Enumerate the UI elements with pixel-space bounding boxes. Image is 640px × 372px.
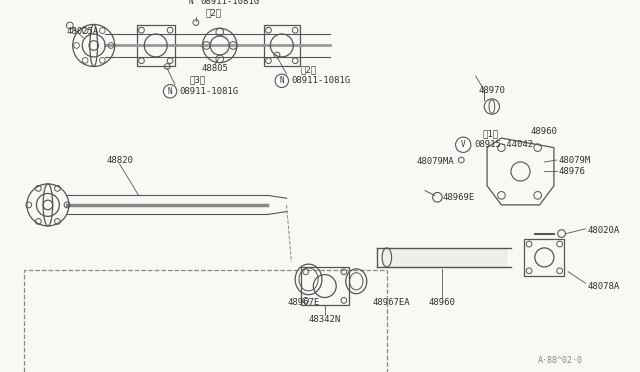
Bar <box>301 267 349 305</box>
Text: 48079MA: 48079MA <box>416 157 454 166</box>
Text: 08911-1081G: 08911-1081G <box>291 76 351 85</box>
Bar <box>524 239 564 276</box>
Text: 08911-1081G: 08911-1081G <box>180 87 239 96</box>
Text: （2）: （2） <box>301 65 317 74</box>
Text: 48967E: 48967E <box>287 298 320 307</box>
Bar <box>24 270 387 372</box>
Text: 48079M: 48079M <box>559 155 591 164</box>
Text: N: N <box>168 87 172 96</box>
Text: 48976: 48976 <box>559 167 586 176</box>
Text: （2）: （2） <box>205 9 221 17</box>
Text: 08911-1081G: 08911-1081G <box>201 0 260 6</box>
Text: 48342N: 48342N <box>308 315 341 324</box>
Circle shape <box>163 84 177 98</box>
Text: 48960: 48960 <box>429 298 456 307</box>
Circle shape <box>275 74 289 87</box>
Text: 48960: 48960 <box>531 127 558 136</box>
Text: （1）: （1） <box>483 130 499 139</box>
Text: 48025A: 48025A <box>67 27 99 36</box>
Bar <box>264 25 300 65</box>
Text: 48820: 48820 <box>106 155 133 164</box>
Text: 48969E: 48969E <box>442 193 474 202</box>
Text: 48967EA: 48967EA <box>372 298 410 307</box>
Text: N: N <box>280 76 284 85</box>
Text: 48078A: 48078A <box>588 282 620 291</box>
Text: （3）: （3） <box>189 76 205 84</box>
Circle shape <box>456 137 471 153</box>
Text: N: N <box>189 0 193 6</box>
Text: 48805: 48805 <box>202 64 228 73</box>
Text: 08915-44042: 08915-44042 <box>475 140 534 149</box>
Bar <box>137 25 175 65</box>
Text: 48020A: 48020A <box>588 226 620 235</box>
Text: 48970: 48970 <box>479 86 506 95</box>
Text: A·88^02·0: A·88^02·0 <box>538 356 582 365</box>
Text: V: V <box>461 140 465 149</box>
Circle shape <box>184 0 198 8</box>
